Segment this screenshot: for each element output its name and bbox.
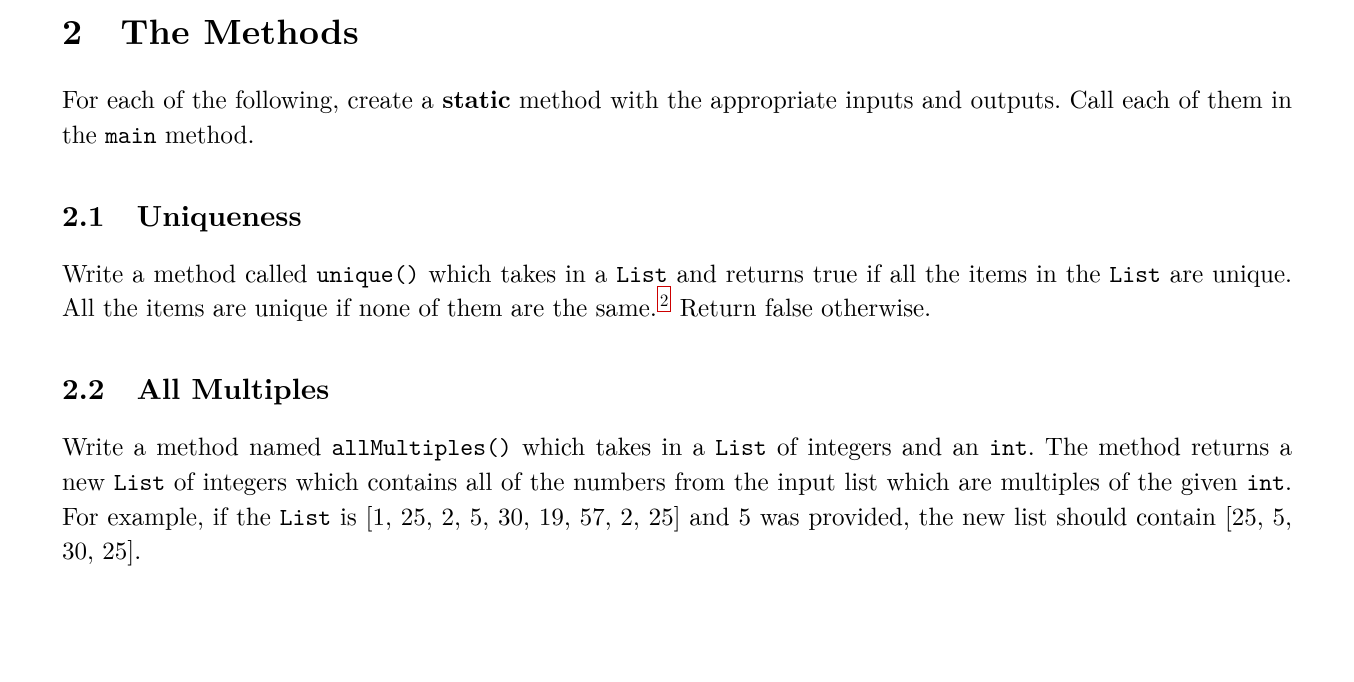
text: method.: [157, 116, 255, 151]
section-heading: 2 The Methods: [62, 6, 1292, 54]
list-code: List: [715, 430, 766, 463]
list-code: List: [1109, 257, 1160, 290]
text: For each of the following, create a: [62, 81, 442, 116]
uniqueness-paragraph: Write a method called unique() which tak…: [62, 256, 1292, 325]
main-code: main: [105, 118, 156, 151]
text: which takes in a: [419, 255, 616, 290]
subsection-heading-uniqueness: 2.1 Uniqueness: [62, 194, 1292, 234]
subsection-number: 2.2: [62, 367, 105, 407]
list-code: List: [616, 257, 667, 290]
text: Write a method called: [62, 255, 317, 290]
text: of integers which contains all of the nu…: [165, 463, 1246, 498]
footnote-ref[interactable]: 2: [657, 286, 672, 312]
static-keyword: static: [442, 81, 510, 116]
text: and returns true if all the items in the: [668, 255, 1110, 290]
text: Write a method named: [62, 428, 332, 463]
text: Return false otherwise.: [671, 289, 931, 324]
subsection-title: All Multiples: [137, 366, 330, 408]
list-code: List: [280, 500, 331, 533]
allmultiples-code: allMultiples(): [332, 430, 512, 463]
int-code: int: [1246, 465, 1285, 498]
section-title: The Methods: [120, 5, 359, 55]
section-number: 2: [62, 6, 82, 54]
int-code: int: [989, 430, 1028, 463]
subsection-title: Uniqueness: [137, 193, 302, 235]
list-code: List: [114, 465, 165, 498]
text: of integers and an: [767, 428, 989, 463]
section-intro-paragraph: For each of the following, create a stat…: [62, 82, 1292, 151]
text: which takes in a: [512, 428, 716, 463]
subsection-heading-allmultiples: 2.2 All Multiples: [62, 367, 1292, 407]
subsection-number: 2.1: [62, 194, 105, 234]
allmultiples-paragraph: Write a method named allMultiples() whic…: [62, 429, 1292, 568]
unique-code: unique(): [317, 257, 420, 290]
